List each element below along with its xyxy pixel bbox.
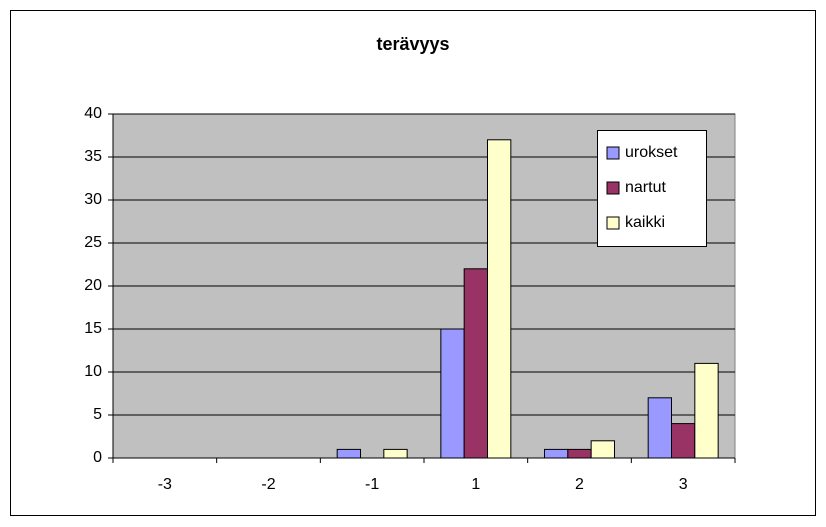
legend-label: nartut (625, 179, 666, 196)
y-tick-label: 25 (84, 234, 102, 251)
y-tick-label: 30 (84, 191, 102, 208)
bar (590, 440, 615, 459)
legend-label: kaikki (625, 214, 665, 231)
y-tick-label: 5 (93, 406, 102, 423)
x-tick-label: -3 (158, 476, 172, 493)
bar (567, 448, 592, 459)
bar (694, 362, 719, 459)
bar (440, 328, 465, 459)
x-tick-label: -1 (365, 476, 379, 493)
x-tick-label: 2 (575, 476, 584, 493)
bar (336, 448, 362, 459)
x-tick-label: 1 (471, 476, 480, 493)
bar (647, 397, 673, 459)
chart-title: terävyys (376, 34, 449, 54)
bar (463, 268, 488, 459)
y-tick-label: 35 (84, 148, 102, 165)
y-tick-label: 15 (84, 320, 102, 337)
legend-swatch (606, 181, 620, 195)
x-tick-label: -2 (261, 476, 275, 493)
bar (671, 423, 696, 459)
bar (544, 448, 569, 459)
bar (486, 139, 512, 459)
legend-swatch (606, 146, 620, 160)
y-tick-label: 40 (84, 105, 102, 122)
y-tick-label: 0 (93, 449, 102, 466)
legend-swatch (606, 216, 620, 230)
legend-label: urokset (625, 144, 678, 161)
bar (383, 448, 408, 459)
y-tick-label: 10 (84, 363, 102, 380)
y-tick-label: 20 (84, 277, 102, 294)
x-tick-label: 3 (679, 476, 688, 493)
